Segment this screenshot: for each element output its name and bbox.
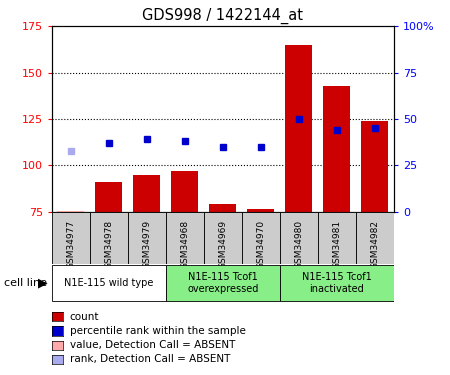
Text: GSM34982: GSM34982 (370, 220, 379, 269)
Bar (318, 212, 356, 264)
Bar (58, 211, 84, 212)
Bar (166, 265, 280, 301)
Text: cell line: cell line (4, 278, 48, 288)
Bar (90, 212, 128, 264)
Bar (52, 265, 166, 301)
Bar (171, 171, 198, 212)
Text: GSM34981: GSM34981 (332, 220, 341, 269)
Text: count: count (70, 312, 99, 322)
Bar (248, 209, 274, 212)
Bar (204, 212, 242, 264)
Bar (52, 212, 90, 264)
Bar (128, 212, 166, 264)
Bar (166, 212, 204, 264)
Text: GSM34968: GSM34968 (180, 220, 189, 269)
Text: GSM34969: GSM34969 (218, 220, 227, 269)
Bar (280, 265, 394, 301)
Text: N1E-115 wild type: N1E-115 wild type (64, 278, 153, 288)
Text: GSM34977: GSM34977 (66, 220, 75, 269)
Title: GDS998 / 1422144_at: GDS998 / 1422144_at (142, 7, 303, 24)
Bar (242, 212, 280, 264)
Bar (280, 212, 318, 264)
Bar (134, 175, 160, 212)
Bar (324, 86, 350, 212)
Bar (361, 121, 388, 212)
Bar (95, 182, 122, 212)
Text: GSM34980: GSM34980 (294, 220, 303, 269)
Text: N1E-115 Tcof1
inactivated: N1E-115 Tcof1 inactivated (302, 272, 372, 294)
Text: GSM34979: GSM34979 (142, 220, 151, 269)
Text: GSM34970: GSM34970 (256, 220, 265, 269)
Bar (356, 212, 394, 264)
Text: N1E-115 Tcof1
overexpressed: N1E-115 Tcof1 overexpressed (187, 272, 258, 294)
Text: value, Detection Call = ABSENT: value, Detection Call = ABSENT (70, 340, 235, 350)
Text: ▶: ▶ (38, 277, 48, 290)
Bar (209, 204, 236, 212)
Bar (285, 45, 312, 212)
Text: rank, Detection Call = ABSENT: rank, Detection Call = ABSENT (70, 354, 230, 364)
Text: percentile rank within the sample: percentile rank within the sample (70, 326, 246, 336)
Text: GSM34978: GSM34978 (104, 220, 113, 269)
